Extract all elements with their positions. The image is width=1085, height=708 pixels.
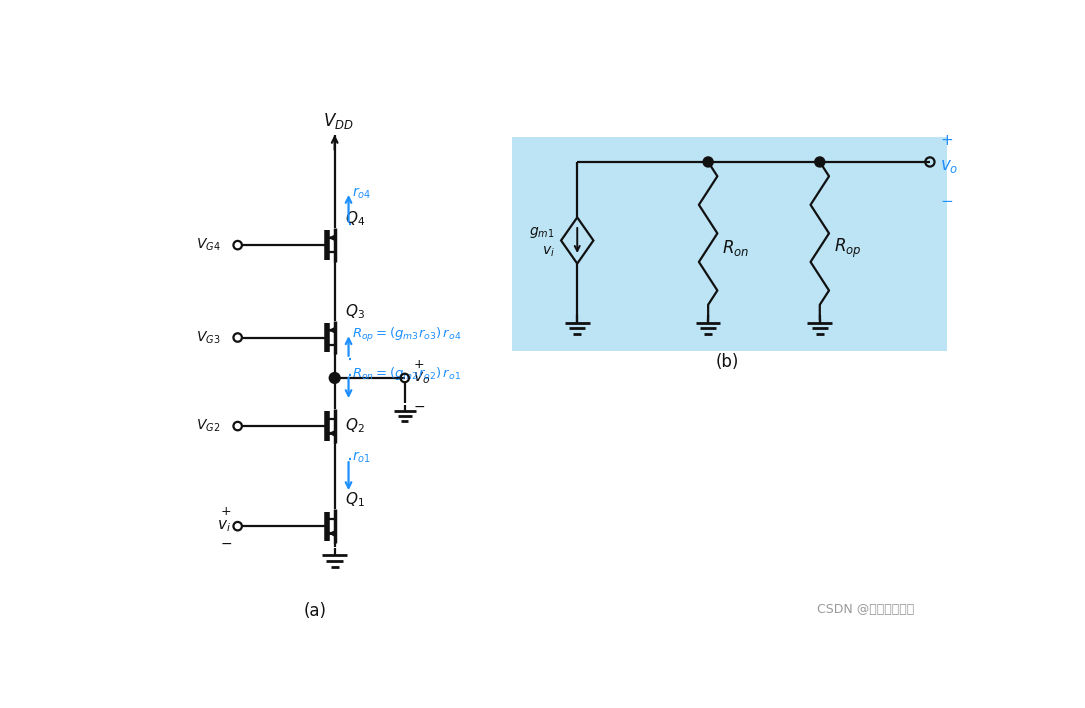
- Text: $v_o$: $v_o$: [940, 156, 958, 175]
- Text: $R_{on} = (g_{m2}r_{o2})\,r_{o1}$: $R_{on} = (g_{m2}r_{o2})\,r_{o1}$: [353, 365, 461, 382]
- Text: $r_{o4}$: $r_{o4}$: [353, 185, 371, 201]
- Text: $v_i$: $v_i$: [542, 245, 554, 259]
- Circle shape: [815, 157, 825, 167]
- Text: $V_{G2}$: $V_{G2}$: [196, 418, 220, 434]
- Text: $V_{DD}$: $V_{DD}$: [323, 110, 354, 131]
- Circle shape: [330, 372, 340, 383]
- Text: CSDN @爱寂寞的时光: CSDN @爱寂寞的时光: [817, 603, 915, 616]
- Text: (b): (b): [716, 353, 739, 371]
- Text: $Q_3$: $Q_3$: [345, 302, 365, 321]
- Text: $Q_4$: $Q_4$: [345, 210, 365, 228]
- Text: $V_{G3}$: $V_{G3}$: [196, 329, 220, 346]
- Text: $r_{o1}$: $r_{o1}$: [353, 450, 371, 465]
- Text: $v_i$: $v_i$: [217, 518, 231, 534]
- Text: $v_o$: $v_o$: [413, 371, 431, 387]
- Text: $-$: $-$: [940, 193, 953, 207]
- Text: $Q_2$: $Q_2$: [345, 416, 365, 435]
- Text: (a): (a): [304, 603, 327, 620]
- FancyBboxPatch shape: [512, 137, 947, 351]
- Text: $g_{m1}$: $g_{m1}$: [529, 225, 554, 240]
- Text: $+$: $+$: [220, 505, 232, 518]
- Text: $Q_1$: $Q_1$: [345, 491, 365, 509]
- Text: $+$: $+$: [413, 358, 424, 371]
- Text: $-$: $-$: [220, 536, 232, 550]
- Text: $R_{op} = (g_{m3}r_{o3})\,r_{o4}$: $R_{op} = (g_{m3}r_{o3})\,r_{o4}$: [353, 326, 462, 344]
- Text: $+$: $+$: [940, 133, 953, 148]
- Circle shape: [703, 157, 713, 167]
- Text: $R_{op}$: $R_{op}$: [833, 236, 861, 260]
- Text: $-$: $-$: [413, 399, 425, 413]
- Text: $R_{on}$: $R_{on}$: [722, 238, 750, 258]
- Text: $V_{G4}$: $V_{G4}$: [196, 237, 220, 253]
